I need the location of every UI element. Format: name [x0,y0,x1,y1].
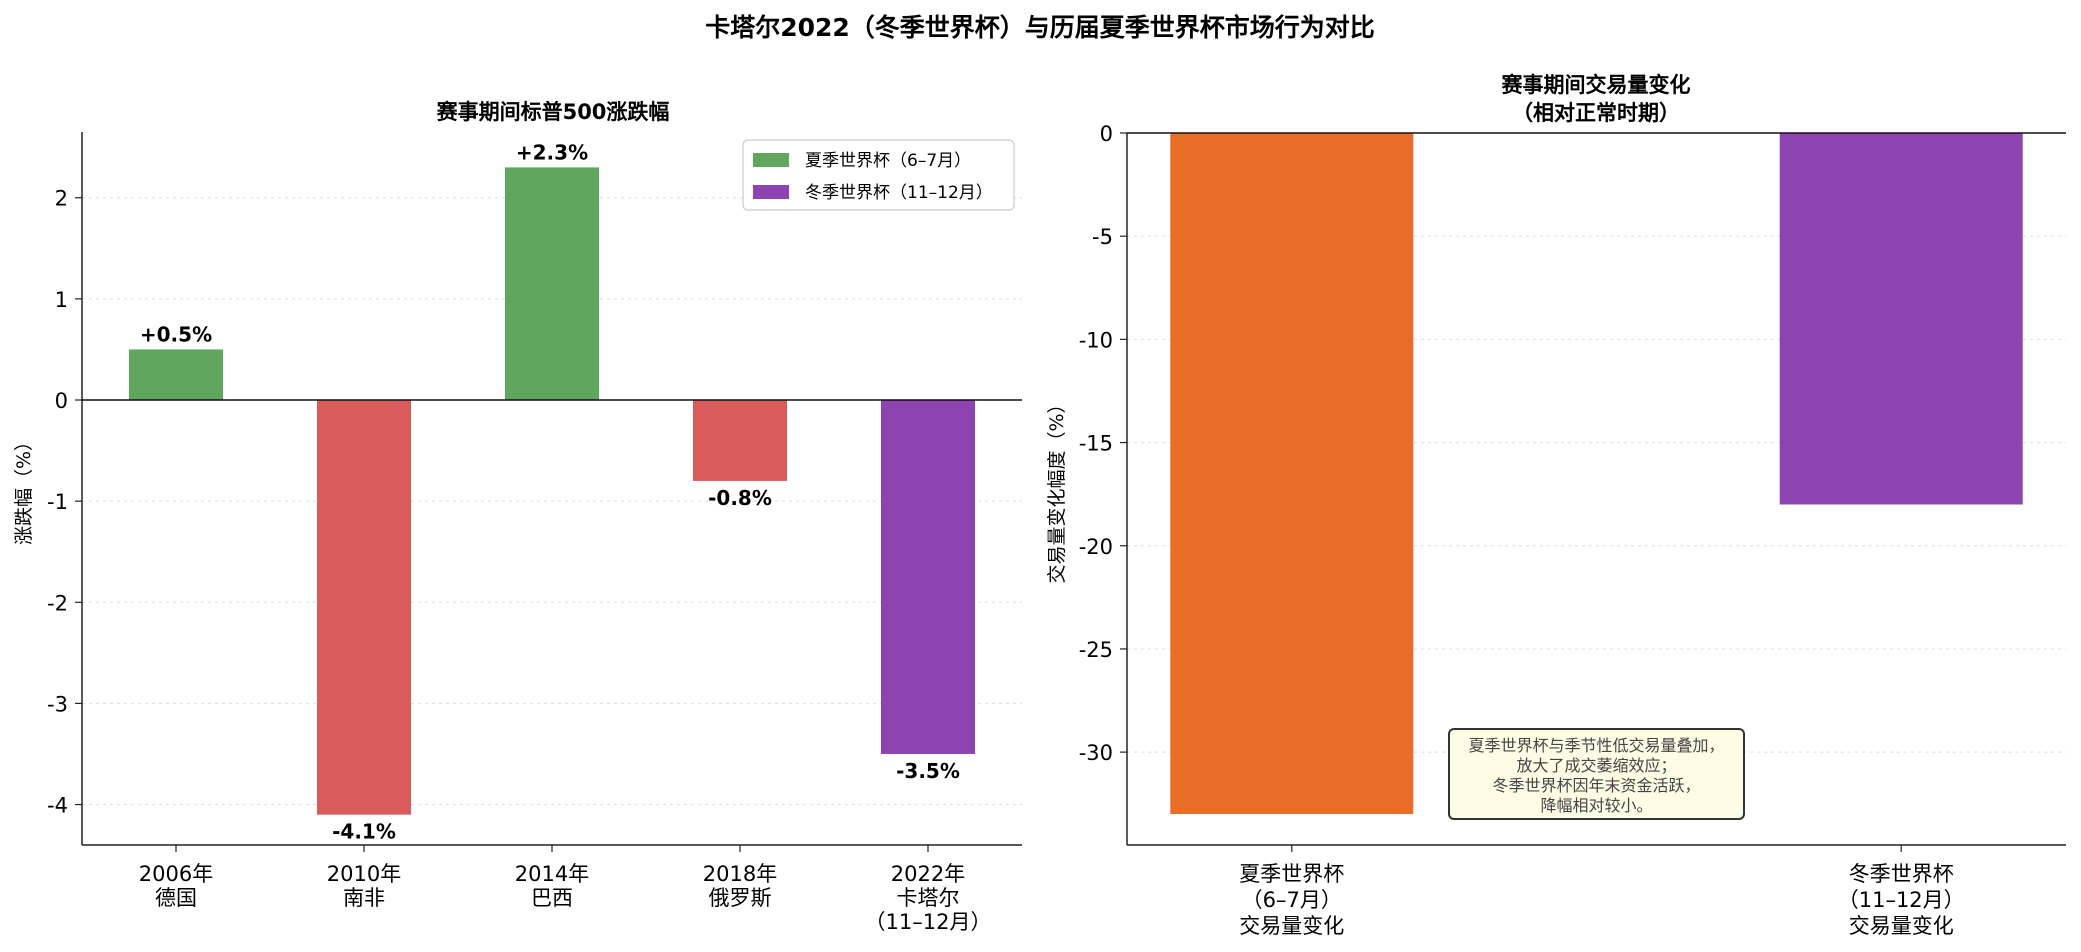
left-x-tick-label: 2022年 [891,862,965,886]
left-y-tick-label: -2 [47,591,68,615]
left-x-tick-label: （11–12月） [865,910,992,934]
legend-label: 冬季世界杯（11–12月） [805,183,993,203]
left-y-tick-label: -4 [47,794,68,818]
left-y-axis-label: 涨跌幅（%） [13,432,35,545]
legend-label: 夏季世界杯（6–7月） [805,151,971,171]
right-x-tick-label: 夏季世界杯 [1239,862,1344,886]
right-bar [1170,133,1414,815]
left-bar [881,400,975,754]
legend-frame [742,139,1015,211]
annotation-line: 放大了成交萎缩效应； [1516,756,1676,775]
right-chart-title-line2: （相对正常时期） [1512,101,1680,125]
right-x-tick-label: 交易量变化 [1239,914,1344,938]
left-bar [129,349,223,401]
left-y-tick-label: 1 [55,288,68,312]
left-y-tick-label: 2 [55,187,68,211]
legend-swatch [753,185,789,199]
left-bar-data-label: -4.1% [332,820,396,844]
right-chart-title-line1: 赛事期间交易量变化 [1501,73,1691,97]
right-annotation: 夏季世界杯与季节性低交易量叠加，放大了成交萎缩效应；冬季世界杯因年末资金活跃，降… [1448,728,1745,820]
left-bar-data-label: +2.3% [516,140,588,164]
left-legend: 夏季世界杯（6–7月） 冬季世界杯（11–12月） [742,139,1015,211]
left-x-tick-label: 卡塔尔 [897,886,960,910]
right-chart: 赛事期间交易量变化 （相对正常时期） 0 -5 -10 -15 -20 -25 -30 夏季世… [1046,73,2066,938]
left-bar-data-label: +0.5% [140,322,212,346]
right-x-tick-label: 交易量变化 [1849,914,1954,938]
left-x-tick-label: 俄罗斯 [709,886,772,910]
annotation-line: 降幅相对较小。 [1540,796,1652,815]
right-y-tick-label: -25 [1079,638,1113,662]
left-chart-title: 赛事期间标普500涨跌幅 [436,100,670,124]
right-x-tick-label: 冬季世界杯 [1849,862,1954,886]
right-y-tick-label: -15 [1079,432,1113,456]
left-bar [505,167,599,401]
left-y-tick-label: -3 [47,692,68,716]
left-x-tick-label: 巴西 [531,886,573,910]
left-y-tick-label: -1 [47,490,68,514]
figure-title: 卡塔尔2022（冬季世界杯）与历届夏季世界杯市场行为对比 [705,13,1375,42]
left-bar-data-label: -3.5% [896,759,960,783]
left-x-tick-label: 2014年 [515,862,589,886]
right-x-tick-label: （6–7月） [1242,888,1342,912]
right-y-tick-label: -10 [1079,328,1113,352]
left-x-tick-label: 2010年 [327,862,401,886]
left-bar [317,400,411,815]
annotation-line: 夏季世界杯与季节性低交易量叠加， [1468,736,1724,755]
left-x-tick-label: 2018年 [703,862,777,886]
right-y-tick-label: -20 [1079,535,1113,559]
left-bar [693,400,787,481]
left-x-tick-label: 南非 [343,886,385,910]
left-y-tick-label: 0 [55,389,68,413]
left-x-tick-label: 德国 [155,886,197,910]
right-y-tick-label: 0 [1100,122,1113,146]
left-x-tick-label: 2006年 [139,862,213,886]
right-x-tick-label: （11–12月） [1838,888,1965,912]
right-bar [1779,133,2023,505]
right-y-axis-label: 交易量变化幅度（%） [1046,394,1068,583]
annotation-line: 冬季世界杯因年末资金活跃， [1492,776,1700,795]
right-y-tick-label: -30 [1079,741,1113,765]
legend-swatch [753,153,789,167]
right-y-tick-label: -5 [1092,225,1113,249]
left-bar-data-label: -0.8% [708,486,772,510]
annotation-box [1448,728,1745,820]
